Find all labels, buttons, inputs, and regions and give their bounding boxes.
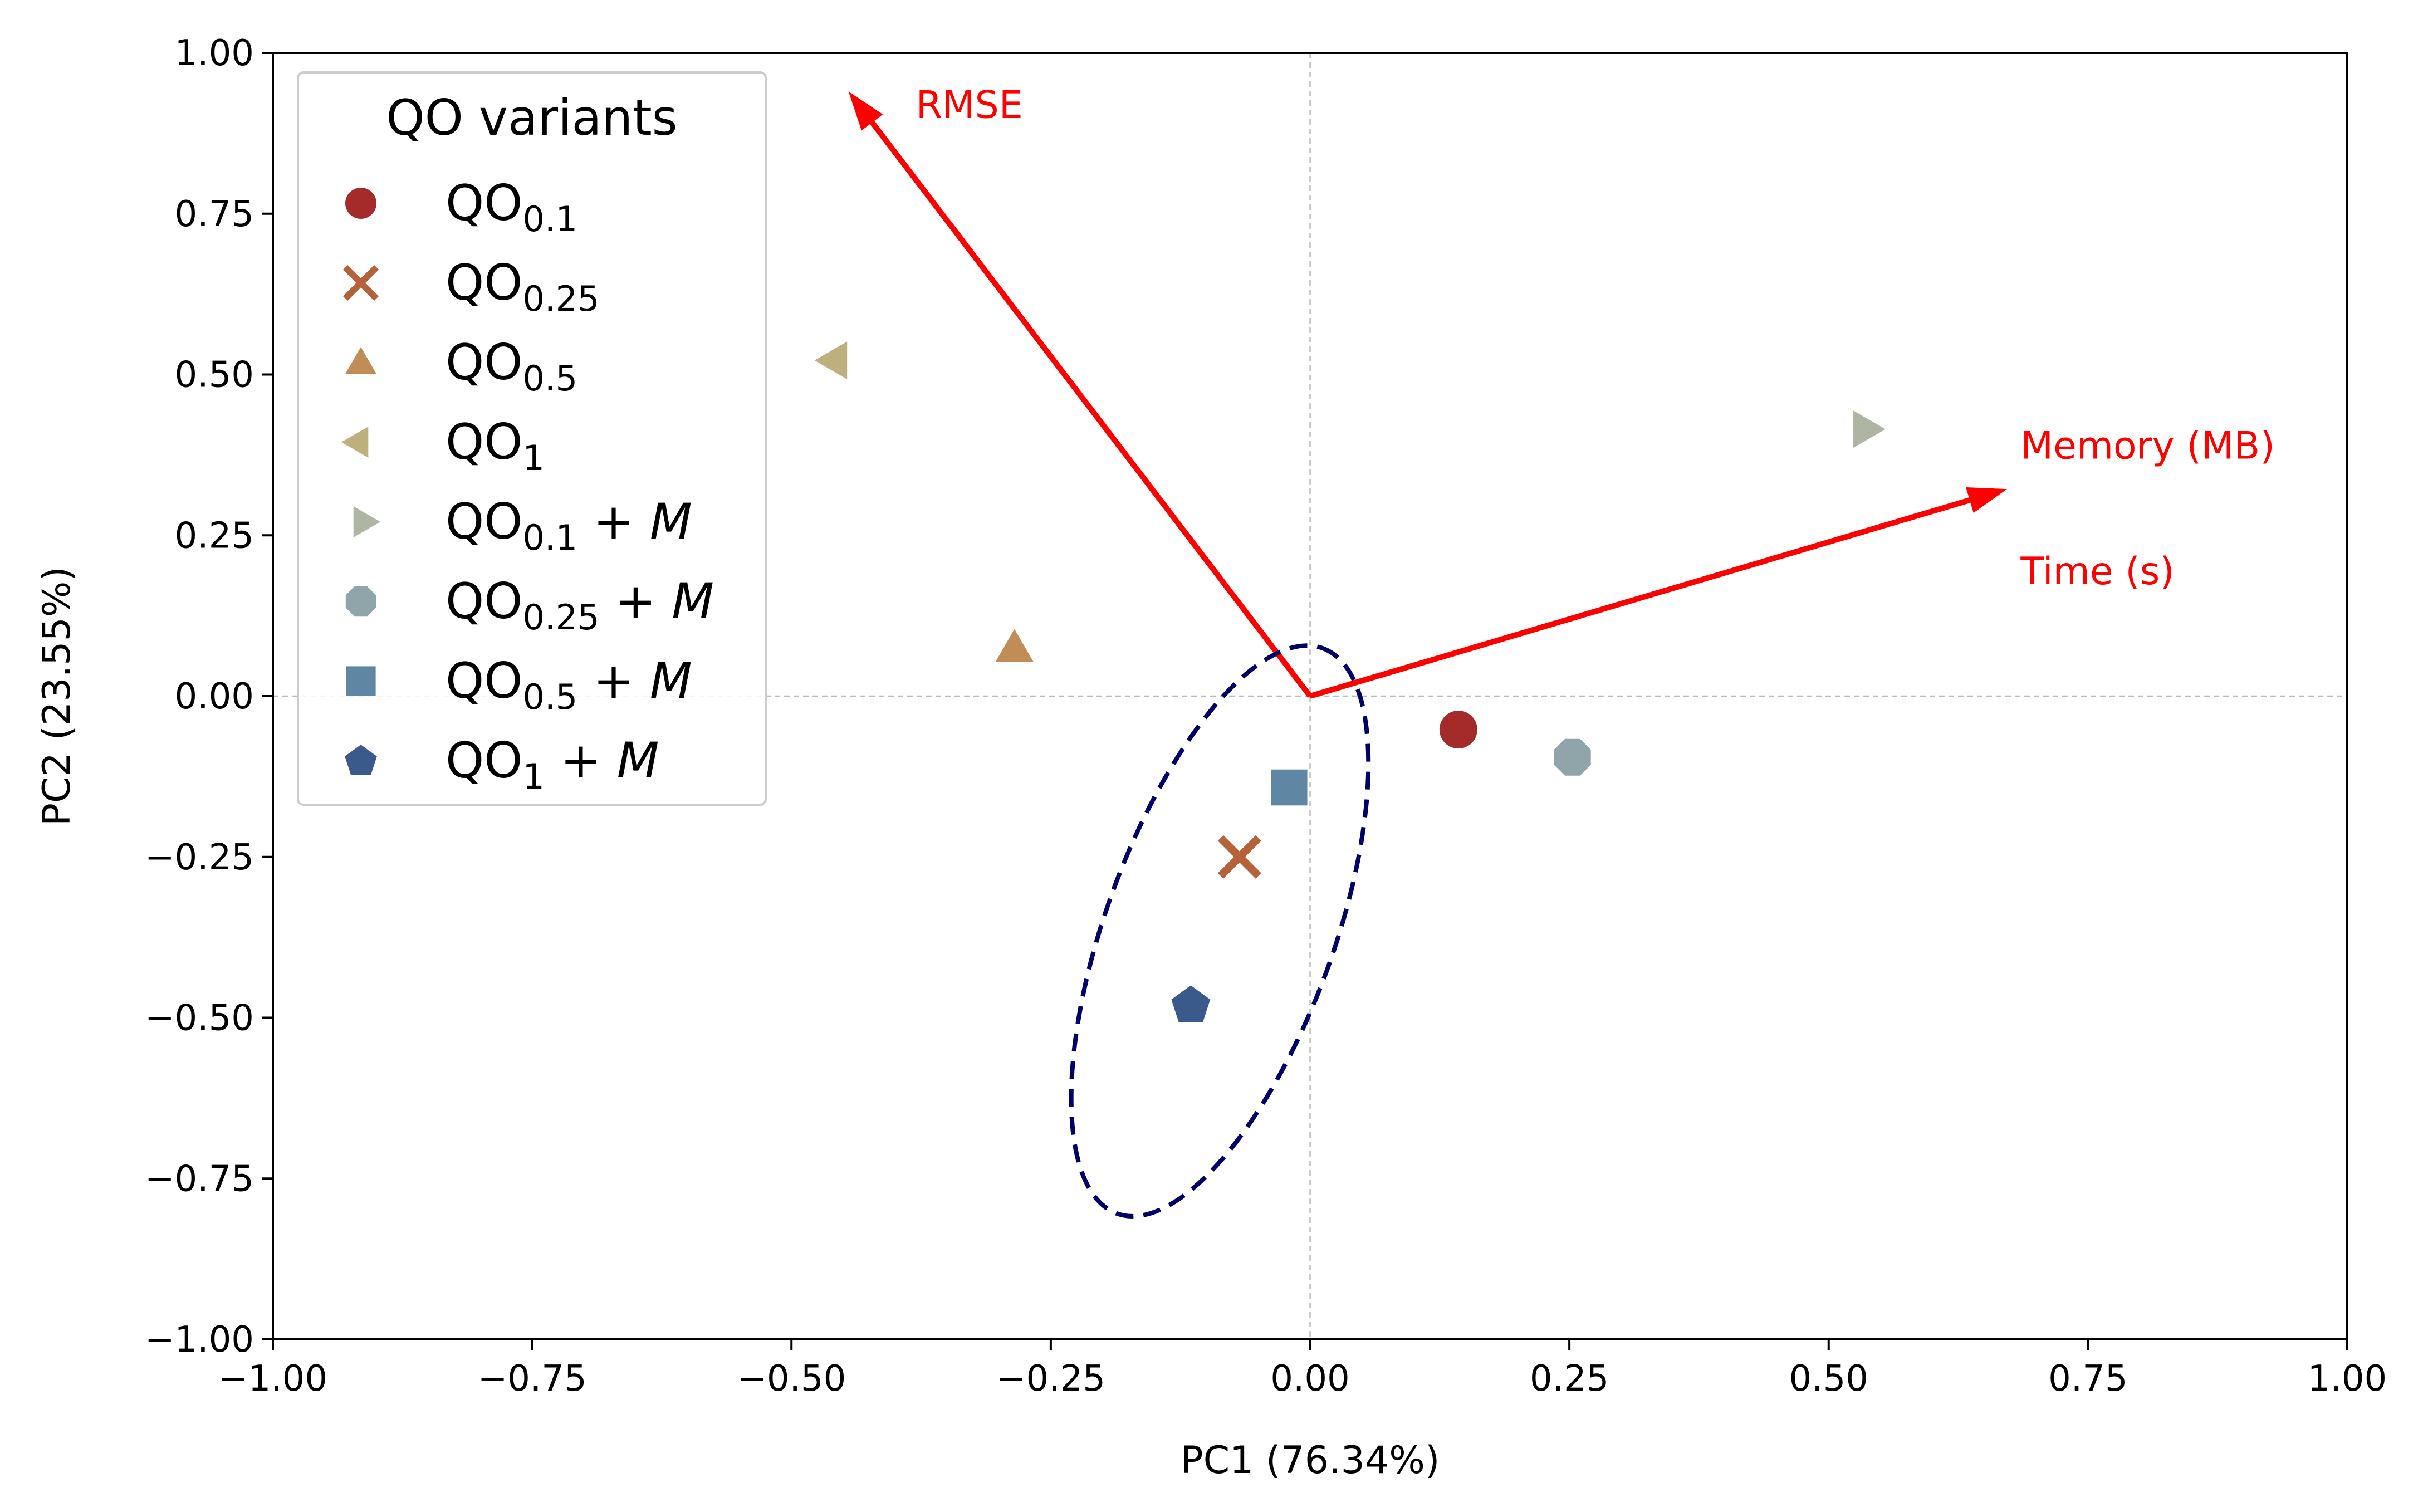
legend-label-5: QO0.1 + M <box>446 493 692 558</box>
legend-marker-2-stroke <box>342 265 379 301</box>
data-point-7 <box>1271 769 1308 806</box>
legend-marker-8 <box>345 745 377 775</box>
legend-label-4: QO1 <box>446 413 545 478</box>
legend-marker-4 <box>341 427 369 458</box>
legend-marker-6 <box>345 586 376 617</box>
x-tick-label: −1.00 <box>218 1358 327 1400</box>
arrow-shaft <box>1309 497 1971 699</box>
data-point-5 <box>1853 410 1886 448</box>
y-tick-label: 0.75 <box>175 194 254 235</box>
arrow-label: Memory (MB) <box>2020 424 2275 468</box>
legend-items: QO0.1 QO0.25 QO0.5 QO1 QO0.1 + M QO0.25 + M QO… <box>341 174 714 797</box>
x-tick-label: 0.25 <box>1530 1358 1609 1400</box>
legend-title: QO variants <box>386 89 677 146</box>
arrow-labels: RMSE Memory (MB) Time (s) <box>916 83 2275 593</box>
legend-label-6: QO0.25 + M <box>446 572 714 638</box>
y-tick-label: −0.25 <box>145 837 254 878</box>
arrow-head <box>1966 487 2008 513</box>
data-point-2 <box>1217 835 1261 879</box>
x-tick-label: 0.50 <box>1789 1358 1869 1400</box>
x-tick-label: 0.00 <box>1270 1358 1350 1400</box>
arrow-label: RMSE <box>916 83 1023 127</box>
data-point-8 <box>1171 985 1211 1022</box>
x-tick-label: 0.75 <box>2048 1358 2128 1400</box>
legend-marker-5 <box>353 506 380 537</box>
data-point-3 <box>995 629 1034 662</box>
y-tick-label: 1.00 <box>175 33 254 74</box>
legend-label-7: QO0.5 + M <box>446 652 692 717</box>
legend-label-8: QO1 + M <box>446 732 659 797</box>
arrow-shaft <box>870 120 1313 698</box>
data-point-6 <box>1554 738 1591 776</box>
x-axis-ticks: −1.00 −0.75 −0.50 −0.25 0.00 0.25 0.50 0.75 1.00 <box>218 1339 2387 1400</box>
legend-marker-2 <box>342 265 379 301</box>
y-tick-label: −0.50 <box>145 998 254 1039</box>
highlight-ellipse <box>1069 643 1371 1219</box>
legend: QO variants QO0.1 QO0.25 QO0.5 QO1 QO0.1 + M… <box>297 71 767 806</box>
legend-label-2: QO0.25 <box>446 254 600 319</box>
x-tick-label: −0.75 <box>478 1358 587 1400</box>
legend-box <box>297 71 767 806</box>
legend-marker-3 <box>345 347 376 374</box>
y-axis-title: PC2 (23.55%) <box>35 566 79 826</box>
y-tick-label: 0.25 <box>175 515 254 556</box>
x-tick-label: −0.50 <box>737 1358 846 1400</box>
y-axis-ticks: 1.00 0.75 0.50 0.25 0.00 −0.25 −0.50 −0.75 −1.00 <box>145 33 273 1361</box>
legend-label-1: QO0.1 <box>446 174 577 239</box>
arrow-label: Time (s) <box>2020 550 2175 594</box>
data-point-2-stroke <box>1217 835 1261 879</box>
legend-marker-1 <box>345 188 376 219</box>
loading-arrows <box>848 91 2008 699</box>
data-points <box>814 341 1886 1022</box>
data-point-4 <box>814 341 848 379</box>
legend-marker-7 <box>346 666 376 696</box>
x-axis-title: PC1 (76.34%) <box>1181 1438 1440 1482</box>
highlight-ellipse-layer <box>1069 643 1371 1219</box>
x-tick-label: 1.00 <box>2308 1358 2387 1400</box>
legend-label-3: QO0.5 <box>446 334 577 399</box>
y-tick-label: −1.00 <box>145 1319 254 1361</box>
y-tick-label: −0.75 <box>145 1158 254 1200</box>
y-tick-label: 0.50 <box>175 355 254 396</box>
arrow-head <box>848 91 883 131</box>
y-tick-label: 0.00 <box>175 676 254 717</box>
x-tick-label: −0.25 <box>996 1358 1105 1400</box>
plot-frame <box>272 52 2348 1340</box>
data-point-1 <box>1439 711 1477 749</box>
